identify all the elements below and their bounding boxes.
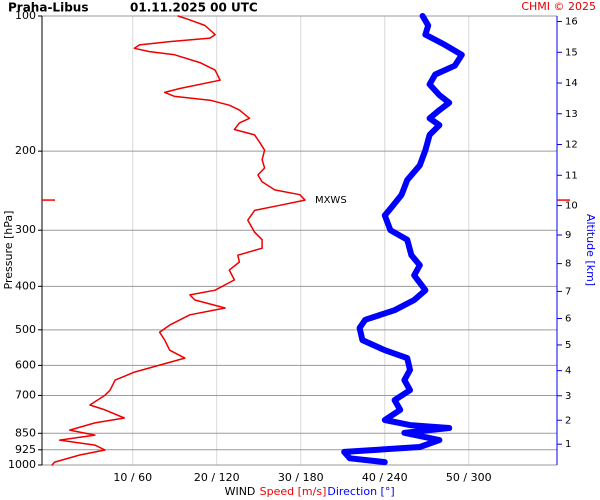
y-tick-label: 500 xyxy=(15,323,36,336)
y-tick-label: 100 xyxy=(15,9,36,22)
y2-tick-label: 11 xyxy=(565,170,578,181)
chart-title: Praha-Libus xyxy=(8,1,88,15)
x-tick-label: 40 / 240 xyxy=(362,471,408,484)
profile-line xyxy=(51,15,306,466)
y2-tick-label: 8 xyxy=(565,259,571,270)
x-tick-label: 10 / 60 xyxy=(113,471,152,484)
y-tick-label: 850 xyxy=(15,426,36,439)
y2-tick-label: 5 xyxy=(565,340,571,351)
chart-subtitle: 01.11.2025 00 UTC xyxy=(130,1,258,15)
y-tick-label: 300 xyxy=(15,223,36,236)
credit: CHMI © 2025 xyxy=(521,0,596,13)
y2-tick-label: 1 xyxy=(565,439,571,450)
x-tick-label: 30 / 180 xyxy=(278,471,324,484)
y2-tick-label: 6 xyxy=(565,314,571,325)
profile-line xyxy=(341,13,465,466)
legend-label: Speed [m/s] xyxy=(260,485,327,498)
y2-tick-label: 7 xyxy=(565,286,571,297)
y2-tick-label: 14 xyxy=(565,78,578,89)
x-tick-label: 20 / 120 xyxy=(194,471,240,484)
y2-tick-label: 12 xyxy=(565,140,578,151)
y2-tick-label: 13 xyxy=(565,109,578,120)
x-tick-label: 50 / 300 xyxy=(446,471,492,484)
y2-tick-label: 15 xyxy=(565,47,578,58)
y-tick-label: 925 xyxy=(15,443,36,456)
annotation: MXWS xyxy=(315,195,347,206)
x-axis-label: WIND xyxy=(225,485,256,498)
y-tick-label: 600 xyxy=(15,358,36,371)
y2-tick-label: 10 xyxy=(565,201,578,212)
y2-tick-label: 16 xyxy=(565,17,578,28)
y2-tick-label: 2 xyxy=(565,415,571,426)
y-tick-label: 700 xyxy=(15,388,36,401)
y2-tick-label: 4 xyxy=(565,366,571,377)
y-tick-label: 200 xyxy=(15,144,36,157)
y-tick-label: 1000 xyxy=(8,458,36,471)
y2-axis-label: Altitude [km] xyxy=(584,214,597,286)
y-axis-label: Pressure [hPa] xyxy=(2,211,15,290)
y2-tick-label: 9 xyxy=(565,230,571,241)
y-tick-label: 400 xyxy=(15,279,36,292)
y2-tick-label: 3 xyxy=(565,391,571,402)
legend-label: Direction [°] xyxy=(327,485,394,498)
